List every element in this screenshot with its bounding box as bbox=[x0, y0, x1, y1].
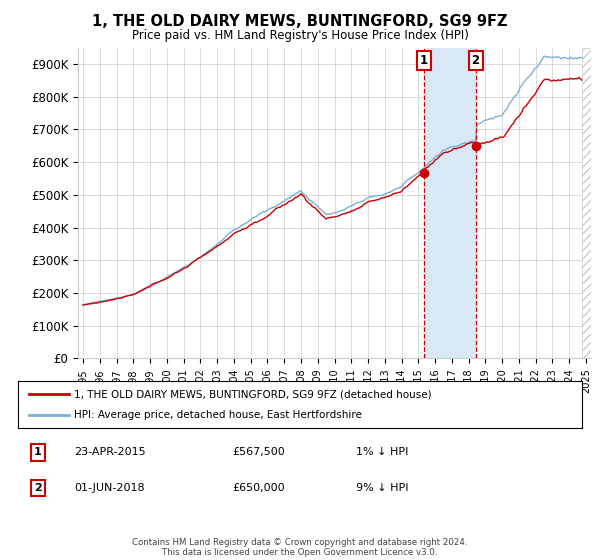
Text: 9% ↓ HPI: 9% ↓ HPI bbox=[356, 483, 409, 493]
Bar bbox=[582, 48, 591, 358]
Text: 1% ↓ HPI: 1% ↓ HPI bbox=[356, 447, 409, 458]
Text: 1: 1 bbox=[419, 54, 428, 67]
Text: 1: 1 bbox=[34, 447, 41, 458]
Text: 01-JUN-2018: 01-JUN-2018 bbox=[74, 483, 145, 493]
Text: 1, THE OLD DAIRY MEWS, BUNTINGFORD, SG9 9FZ: 1, THE OLD DAIRY MEWS, BUNTINGFORD, SG9 … bbox=[92, 14, 508, 29]
Text: £650,000: £650,000 bbox=[232, 483, 285, 493]
Text: £567,500: £567,500 bbox=[232, 447, 285, 458]
Bar bbox=[424, 48, 476, 358]
Text: Contains HM Land Registry data © Crown copyright and database right 2024.
This d: Contains HM Land Registry data © Crown c… bbox=[132, 538, 468, 557]
Text: Price paid vs. HM Land Registry's House Price Index (HPI): Price paid vs. HM Land Registry's House … bbox=[131, 29, 469, 42]
Text: 2: 2 bbox=[472, 54, 480, 67]
Text: 1, THE OLD DAIRY MEWS, BUNTINGFORD, SG9 9FZ (detached house): 1, THE OLD DAIRY MEWS, BUNTINGFORD, SG9 … bbox=[74, 389, 432, 399]
Text: HPI: Average price, detached house, East Hertfordshire: HPI: Average price, detached house, East… bbox=[74, 410, 362, 420]
Text: 23-APR-2015: 23-APR-2015 bbox=[74, 447, 146, 458]
Text: 2: 2 bbox=[34, 483, 41, 493]
